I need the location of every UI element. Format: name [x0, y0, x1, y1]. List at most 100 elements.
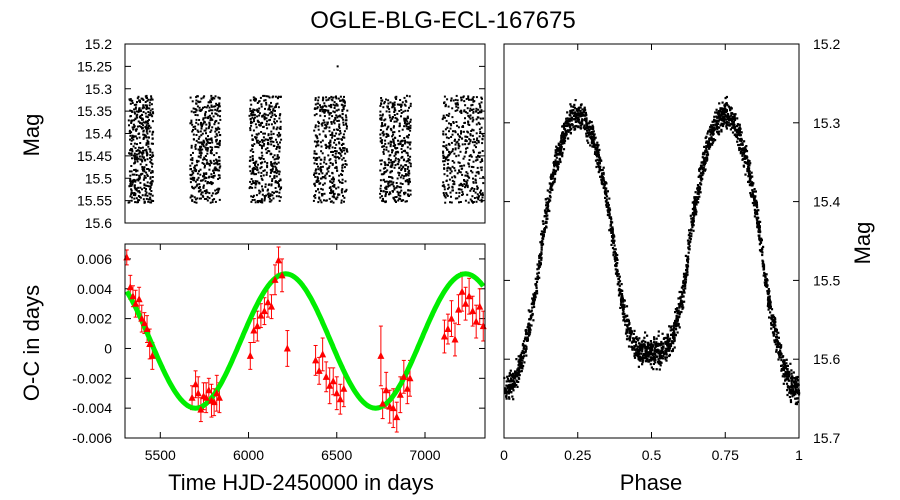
light-curve-point	[451, 160, 454, 162]
light-curve-point	[211, 109, 214, 112]
phased-point	[794, 397, 797, 400]
light-curve-point	[448, 112, 451, 115]
light-curve-point	[472, 108, 475, 111]
light-curve-point	[138, 196, 141, 198]
light-curve-ytick-label: 15.6	[85, 215, 112, 231]
light-curve-point	[442, 141, 445, 144]
phased-point	[593, 152, 597, 155]
light-curve-point	[202, 96, 205, 99]
light-curve-point	[317, 168, 320, 171]
light-curve-point	[137, 95, 140, 98]
light-curve-point	[333, 101, 336, 104]
light-curve-point	[255, 173, 257, 176]
phased-point	[625, 330, 628, 333]
light-curve-point	[323, 111, 326, 114]
light-curve-point	[331, 131, 334, 134]
light-curve-point	[206, 147, 209, 150]
phased-point	[571, 111, 574, 114]
light-curve-point	[133, 111, 136, 114]
light-curve-point	[477, 121, 480, 124]
light-curve-point	[457, 103, 459, 106]
phased-point	[546, 217, 549, 220]
light-curve-point	[399, 143, 402, 146]
light-curve-point	[137, 199, 140, 202]
light-curve-point	[457, 147, 460, 150]
light-curve-point	[263, 160, 266, 163]
phased-point	[632, 340, 635, 343]
light-curve-point	[409, 129, 412, 132]
phased-point	[554, 169, 557, 172]
light-curve-point	[481, 160, 484, 162]
light-curve-point	[451, 176, 454, 179]
light-curve-point	[399, 99, 402, 101]
phased-point	[694, 208, 697, 212]
light-curve-point	[275, 169, 278, 172]
phased-point	[718, 118, 721, 121]
phased-point	[605, 195, 609, 198]
phased-point	[541, 242, 544, 245]
phased-point	[692, 224, 695, 227]
phased-point	[725, 125, 728, 128]
light-curve-point	[145, 104, 148, 107]
light-curve-point	[263, 112, 266, 115]
light-curve-point	[329, 112, 332, 115]
light-curve-point	[334, 155, 337, 158]
light-curve-point	[326, 167, 329, 170]
phased-point	[719, 110, 722, 113]
phased-point	[664, 340, 667, 343]
light-curve-point	[206, 195, 209, 198]
light-curve-point	[388, 108, 391, 111]
phased-point	[639, 345, 642, 348]
light-curve-point	[206, 191, 209, 194]
light-curve-point	[142, 111, 145, 113]
light-curve-point	[329, 180, 332, 183]
light-curve-point	[133, 178, 136, 181]
light-curve-point	[471, 103, 474, 106]
light-curve-point	[317, 102, 320, 105]
phased-point	[792, 394, 796, 397]
phased-point	[632, 338, 635, 341]
light-curve-point	[139, 147, 142, 150]
phased-point	[560, 139, 563, 143]
phased-point	[713, 126, 716, 129]
light-curve-point	[194, 143, 197, 146]
phased-point	[583, 111, 586, 114]
light-curve-point	[201, 161, 204, 164]
light-curve-point	[448, 130, 450, 133]
light-curve-point	[395, 186, 398, 189]
light-curve-point	[271, 194, 274, 197]
light-curve-point	[214, 145, 217, 148]
phased-point	[693, 204, 696, 207]
light-curve-point	[442, 192, 445, 194]
phased-point	[563, 138, 566, 141]
phased-point	[647, 347, 650, 350]
phased-point	[676, 318, 679, 321]
light-curve-point	[342, 163, 345, 166]
light-curve-point	[405, 100, 408, 103]
light-curve-point	[189, 96, 192, 99]
phased-point	[657, 330, 660, 333]
light-curve-point	[145, 130, 148, 133]
phased-point	[527, 330, 530, 333]
light-curve-point	[384, 187, 387, 190]
light-curve-point	[389, 170, 392, 173]
light-curve-point	[472, 149, 475, 152]
phased-point	[650, 342, 653, 345]
light-curve-point	[480, 96, 483, 99]
light-curve-point	[130, 142, 133, 145]
phased-point	[695, 210, 698, 213]
phased-point	[704, 168, 707, 171]
light-curve-point	[401, 183, 404, 185]
light-curve-point	[472, 118, 475, 121]
light-curve-point	[200, 121, 202, 124]
light-curve-point	[133, 108, 136, 111]
light-curve-point	[133, 184, 136, 187]
o-c-ytick-label: 0.004	[77, 281, 112, 297]
light-curve-point	[384, 180, 386, 183]
light-curve-point	[341, 178, 344, 181]
phased-point	[692, 218, 695, 221]
light-curve-point	[403, 191, 406, 194]
phased-point	[668, 325, 671, 328]
light-curve-point	[130, 148, 132, 151]
light-curve-point	[152, 130, 155, 133]
